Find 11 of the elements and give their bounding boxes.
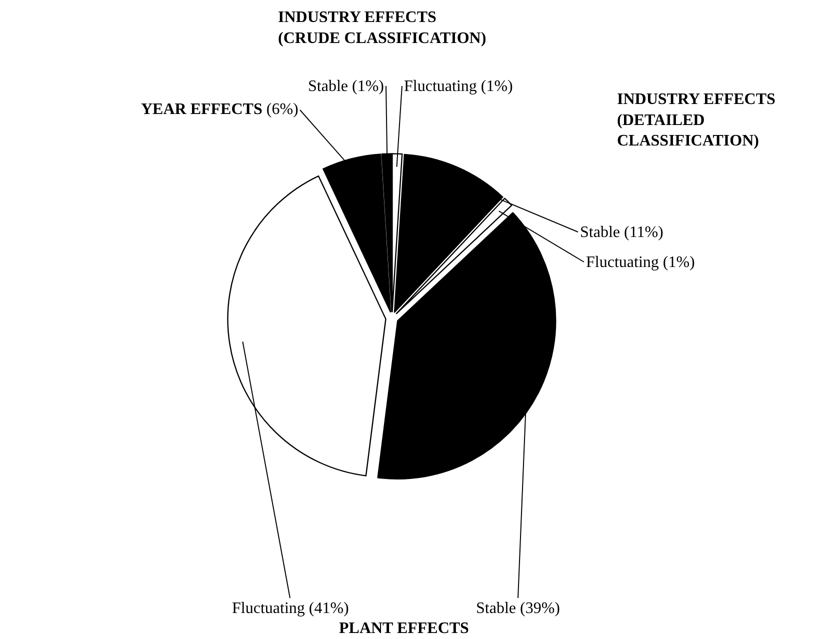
slice-label: Stable (11%) [580, 224, 664, 241]
slice-label: YEAR EFFECTS [141, 101, 262, 118]
slice-label: Fluctuating (1%) [586, 254, 695, 271]
text: INDUSTRY EFFECTS (DETAILED CLASSIFICATION) [617, 91, 776, 150]
slice-label: Fluctuating (1%) [404, 78, 513, 95]
slice-label: Fluctuating (41%) [232, 600, 349, 617]
text: INDUSTRY EFFECTS (CRUDE CLASSIFICATION) [278, 9, 486, 47]
slice-label: Stable (39%) [476, 600, 560, 617]
text: PLANT EFFECTS [339, 620, 470, 637]
data-label: (6%) [266, 101, 298, 118]
slice-label: Stable (1%) [308, 78, 384, 95]
